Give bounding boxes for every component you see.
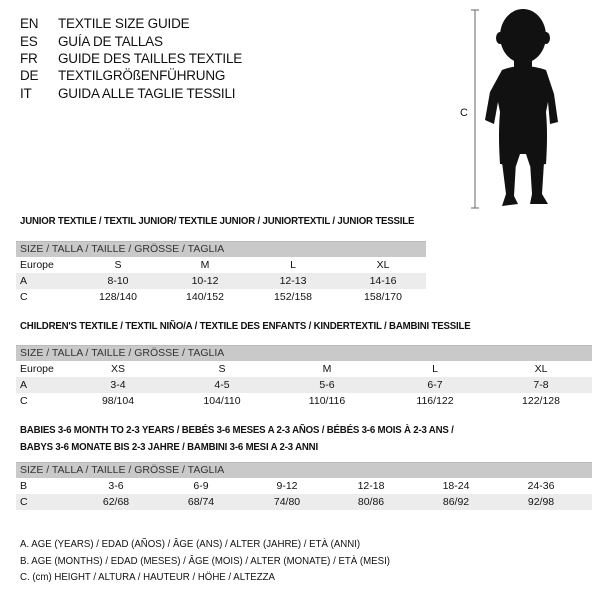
cell: 5-6 <box>319 379 335 391</box>
legend-b: B. AGE (MONTHS) / EDAD (MESES) / ÂGE (MO… <box>20 555 390 567</box>
babies-title-2: BABYS 3-6 MONATE BIS 2-3 JAHRE / BAMBINI… <box>20 441 318 453</box>
table-header: SIZE / TALLA / TAILLE / GRÖSSE / TAGLIA <box>16 462 592 478</box>
cell: S <box>114 259 122 271</box>
cell: 18-24 <box>442 480 470 492</box>
cell: 10-12 <box>191 275 219 287</box>
table-row: B 3-6 6-9 9-12 12-18 18-24 24-36 <box>16 478 592 494</box>
row-label: A <box>20 275 28 287</box>
row-label: Europe <box>20 259 54 271</box>
cell: 14-16 <box>369 275 397 287</box>
cell: 110/116 <box>308 395 346 407</box>
table-row: A 8-10 10-12 12-13 14-16 <box>16 273 426 289</box>
cell: 6-7 <box>427 379 443 391</box>
children-title: CHILDREN'S TEXTILE / TEXTIL NIÑO/A / TEX… <box>20 320 471 332</box>
cell: 104/110 <box>203 395 241 407</box>
row-label: B <box>20 480 28 492</box>
cell: 158/170 <box>364 291 402 303</box>
table-row: Europe XS S M L XL <box>16 361 592 377</box>
table-row: C 62/68 68/74 74/80 80/86 86/92 92/98 <box>16 494 592 510</box>
cell: 9-12 <box>276 480 298 492</box>
row-label: Europe <box>20 363 54 375</box>
cell: 74/80 <box>273 496 301 508</box>
cell: 62/68 <box>102 496 130 508</box>
table-row: C 98/104 104/110 110/116 116/122 122/128 <box>16 393 592 409</box>
cell: 3-4 <box>110 379 126 391</box>
cell: 92/98 <box>527 496 555 508</box>
legend-c: C. (cm) HEIGHT / ALTURA / HAUTEUR / HÖHE… <box>20 571 275 583</box>
babies-size-table: SIZE / TALLA / TAILLE / GRÖSSE / TAGLIA … <box>16 462 592 510</box>
babies-title: BABIES 3-6 MONTH TO 2-3 YEARS / BEBÉS 3-… <box>20 424 454 436</box>
cell: 140/152 <box>186 291 224 303</box>
cell: 128/140 <box>99 291 137 303</box>
cell: 122/128 <box>522 395 560 407</box>
cell: M <box>200 259 210 271</box>
table-header: SIZE / TALLA / TAILLE / GRÖSSE / TAGLIA <box>16 345 592 361</box>
cell: 4-5 <box>214 379 230 391</box>
table-row: Europe S M L XL <box>16 257 426 273</box>
row-label: A <box>20 379 28 391</box>
cell: M <box>322 363 332 375</box>
row-label: C <box>20 496 28 508</box>
cell: 12-13 <box>279 275 307 287</box>
cell: 68/74 <box>187 496 215 508</box>
cell: 86/92 <box>442 496 470 508</box>
children-size-table: SIZE / TALLA / TAILLE / GRÖSSE / TAGLIA … <box>16 345 592 409</box>
cell: L <box>290 259 296 271</box>
cell: 6-9 <box>193 480 209 492</box>
cell: 24-36 <box>527 480 555 492</box>
cell: 152/158 <box>274 291 312 303</box>
cell: 80/86 <box>357 496 385 508</box>
legend-a: A. AGE (YEARS) / EDAD (AÑOS) / ÂGE (ANS)… <box>20 538 361 550</box>
cell: 8-10 <box>107 275 129 287</box>
cell: L <box>432 363 438 375</box>
cell: 3-6 <box>108 480 124 492</box>
row-label: C <box>20 395 28 407</box>
row-label: C <box>20 291 28 303</box>
table-header: SIZE / TALLA / TAILLE / GRÖSSE / TAGLIA <box>16 241 426 257</box>
cell: 116/122 <box>416 395 454 407</box>
junior-title: JUNIOR TEXTILE / TEXTIL JUNIOR/ TEXTILE … <box>20 215 415 227</box>
cell: XS <box>110 363 125 375</box>
cell: XL <box>376 259 390 271</box>
cell: XL <box>534 363 548 375</box>
cell: 98/104 <box>101 395 135 407</box>
height-label: C <box>460 107 468 119</box>
baby-silhouette-icon <box>471 9 558 209</box>
cell: S <box>218 363 226 375</box>
cell: 7-8 <box>533 379 549 391</box>
junior-size-table: SIZE / TALLA / TAILLE / GRÖSSE / TAGLIA … <box>16 241 426 305</box>
cell: 12-18 <box>357 480 385 492</box>
table-row: C 128/140 140/152 152/158 158/170 <box>16 289 426 305</box>
table-row: A 3-4 4-5 5-6 6-7 7-8 <box>16 377 592 393</box>
